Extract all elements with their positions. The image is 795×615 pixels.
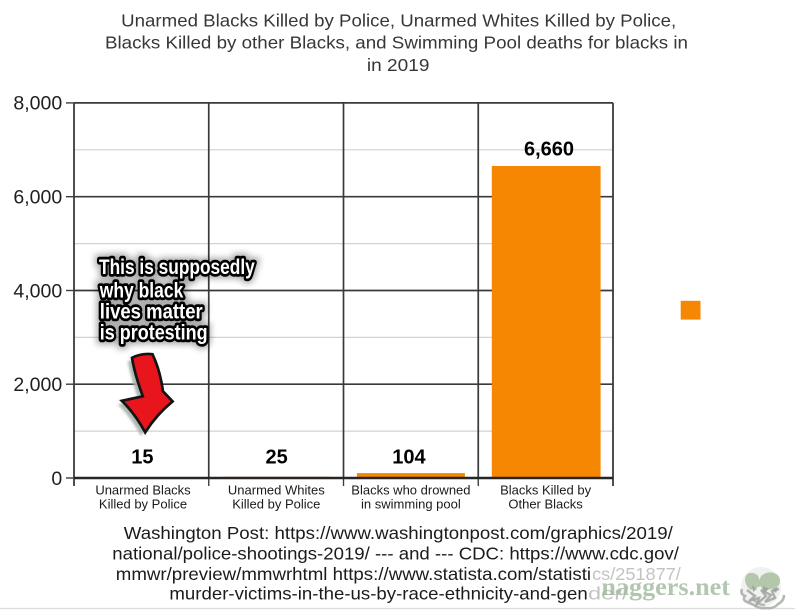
- svg-text:Blacks Killed by: Blacks Killed by: [500, 483, 592, 498]
- svg-text:murder-victims-in-the-us-by-ra: murder-victims-in-the-us-by-race-ethnici…: [169, 584, 587, 604]
- svg-text:Other Blacks: Other Blacks: [508, 496, 583, 511]
- svg-text:why black: why black: [99, 280, 184, 303]
- svg-text:4,000: 4,000: [13, 280, 62, 302]
- svg-text:15: 15: [131, 447, 153, 469]
- svg-text:This is supposedly: This is supposedly: [99, 256, 255, 279]
- svg-text:Killed by Police: Killed by Police: [99, 496, 187, 511]
- svg-text:lives matter: lives matter: [100, 301, 203, 324]
- svg-text:in swimming pool: in swimming pool: [361, 496, 461, 511]
- svg-text:This is supposedly: This is supposedly: [99, 256, 255, 279]
- svg-text:Blacks who drowned: Blacks who drowned: [351, 483, 470, 498]
- svg-text:Blacks Killed by other Blacks,: Blacks Killed by other Blacks, and Swimm…: [105, 33, 688, 53]
- svg-text:6,000: 6,000: [13, 187, 62, 209]
- svg-text:mmwr/preview/mmwrhtml https://: mmwr/preview/mmwrhtml https://www.statis…: [116, 564, 591, 584]
- svg-text:Unarmed Whites: Unarmed Whites: [228, 483, 325, 498]
- svg-text:Washington Post: https://www.w: Washington Post: https://www.washingtonp…: [124, 523, 673, 543]
- svg-text:0: 0: [51, 468, 62, 490]
- svg-text:8,000: 8,000: [13, 93, 62, 115]
- svg-text:national/police-shootings-2019: national/police-shootings-2019/ --- and …: [112, 543, 679, 563]
- svg-text:Unarmed Blacks Killed by Polic: Unarmed Blacks Killed by Police, Unarmed…: [121, 11, 676, 31]
- svg-text:104: 104: [392, 447, 426, 469]
- svg-text:der/: der/: [588, 584, 629, 604]
- svg-text:Unarmed Blacks: Unarmed Blacks: [95, 483, 191, 498]
- svg-text:in 2019: in 2019: [367, 55, 430, 75]
- svg-text:why black: why black: [99, 280, 184, 303]
- svg-text:lives matter: lives matter: [100, 301, 203, 324]
- svg-text:is protesting: is protesting: [100, 322, 208, 345]
- svg-text:Killed by Police: Killed by Police: [232, 496, 320, 511]
- svg-text:cs/251877/: cs/251877/: [592, 564, 681, 584]
- svg-text:is protesting: is protesting: [100, 322, 208, 345]
- svg-text:2,000: 2,000: [13, 374, 62, 396]
- svg-text:25: 25: [265, 447, 287, 469]
- svg-text:naggers.net: naggers.net: [601, 574, 730, 601]
- svg-text:6,660: 6,660: [524, 139, 574, 161]
